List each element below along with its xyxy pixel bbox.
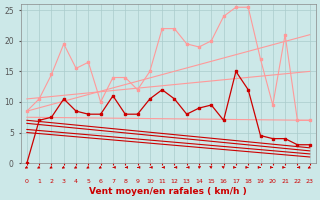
X-axis label: Vent moyen/en rafales ( km/h ): Vent moyen/en rafales ( km/h ) bbox=[89, 187, 247, 196]
